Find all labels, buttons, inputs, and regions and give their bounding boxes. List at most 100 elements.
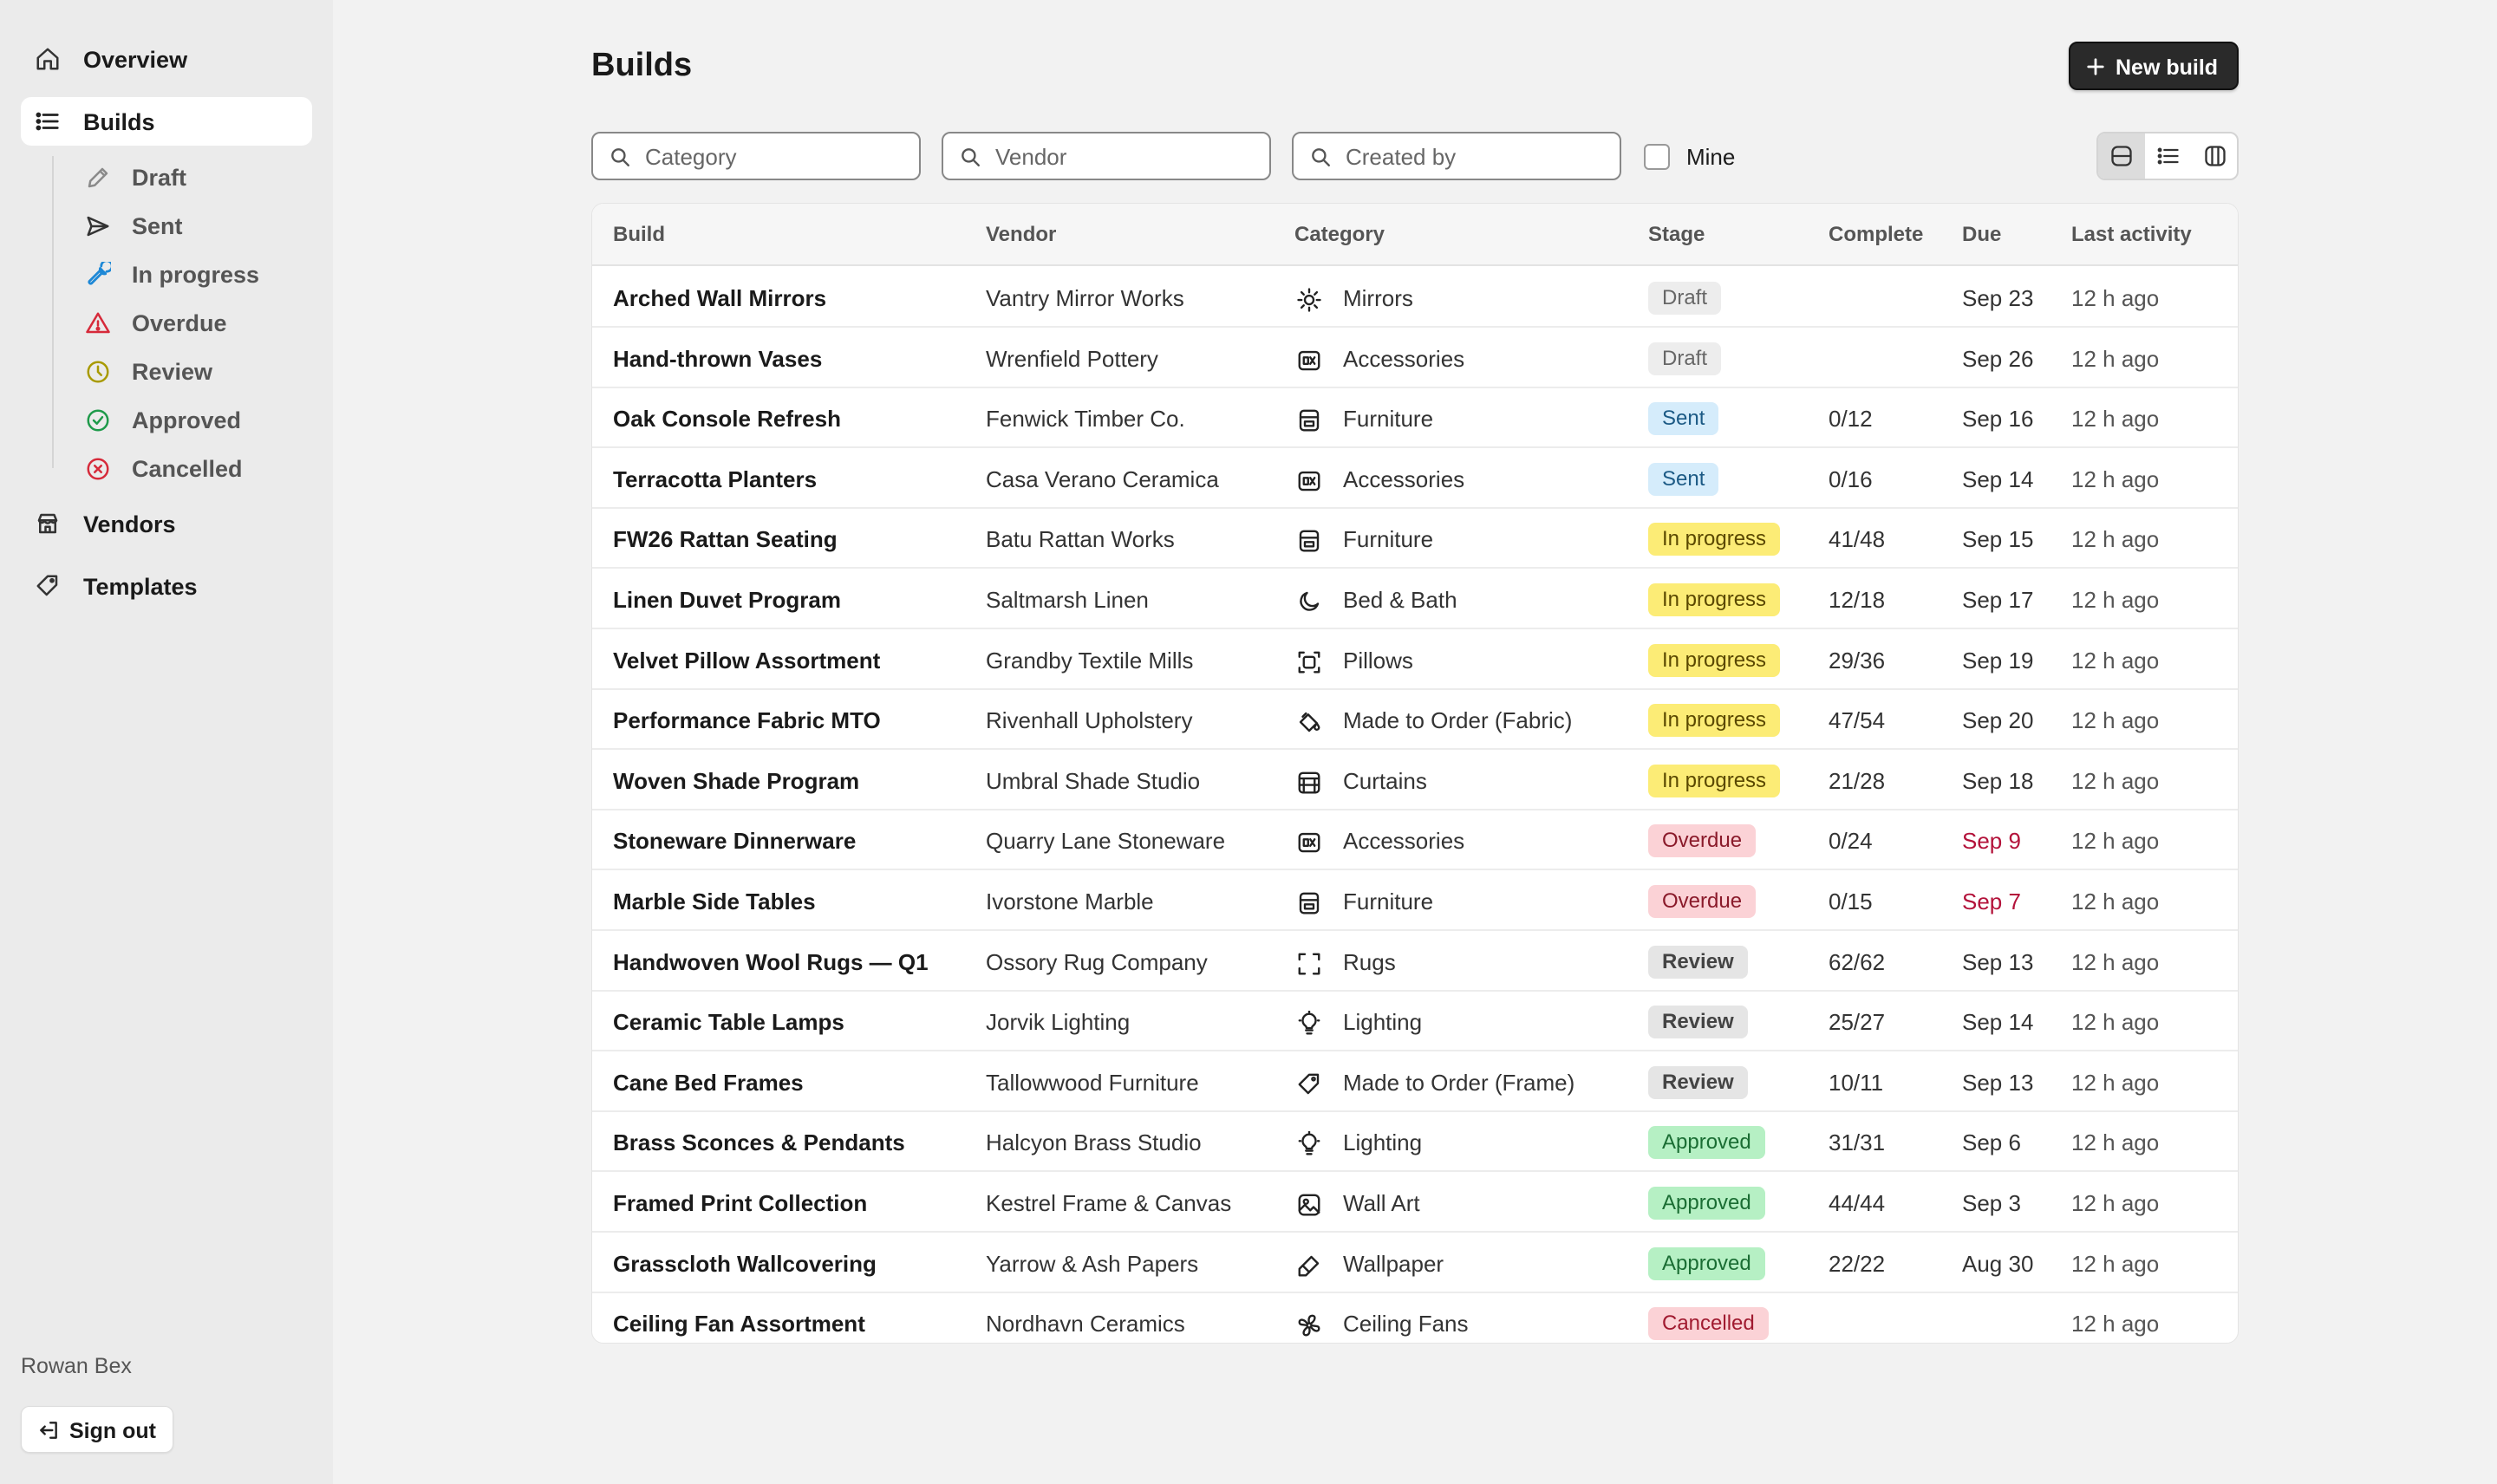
columns-view-button[interactable] — [2192, 133, 2237, 179]
sidebar-item-vendors[interactable]: Vendors — [21, 499, 312, 548]
build-name-link[interactable]: Cane Bed Frames — [613, 1069, 804, 1096]
table-row[interactable]: FW26 Rattan Seating Batu Rattan Works Furn… — [592, 509, 2238, 570]
build-name-link[interactable]: Grasscloth Wallcovering — [613, 1250, 877, 1277]
build-name-link[interactable]: Framed Print Collection — [613, 1190, 868, 1216]
column-header-due[interactable]: Due — [1962, 223, 2002, 246]
vendor-name: Fenwick Timber Co. — [986, 406, 1185, 433]
build-name-link[interactable]: Marble Side Tables — [613, 888, 816, 914]
build-name-link[interactable]: Oak Console Refresh — [613, 406, 841, 433]
column-header-stage[interactable]: Stage — [1648, 223, 1705, 246]
table-row[interactable]: Arched Wall Mirrors Vantry Mirror Works Mi… — [592, 268, 2238, 328]
column-header-last-activity[interactable]: Last activity — [2071, 223, 2192, 246]
build-name-link[interactable]: Performance Fabric MTO — [613, 707, 881, 734]
stage-badge: Approved — [1648, 1126, 1765, 1160]
sidebar-item-sent[interactable]: Sent — [83, 205, 312, 246]
last-activity: 12 h ago — [2071, 1069, 2160, 1096]
table-row[interactable]: Brass Sconces & Pendants Halcyon Brass St… — [592, 1112, 2238, 1173]
build-name-link[interactable]: Stoneware Dinnerware — [613, 828, 857, 855]
vendor-filter[interactable] — [942, 132, 1271, 180]
table-row[interactable]: Ceramic Table Lamps Jorvik Lighting Lighti… — [592, 992, 2238, 1052]
build-name-link[interactable]: Hand-thrown Vases — [613, 345, 823, 372]
table-row[interactable]: Stoneware Dinnerware Quarry Lane Stonewar… — [592, 810, 2238, 871]
table-row[interactable]: Ceiling Fan Assortment Nordhavn Ceramics C… — [592, 1293, 2238, 1343]
build-name-link[interactable]: Terracotta Planters — [613, 465, 818, 492]
category-filter[interactable] — [591, 132, 921, 180]
builds-table: Build Vendor Category Stage Complete Due… — [591, 203, 2239, 1344]
vendor-name: Nordhavn Ceramics — [986, 1311, 1185, 1338]
sidebar-item-builds[interactable]: Builds — [21, 97, 312, 146]
sidebar-item-label: Draft — [132, 165, 187, 191]
table-row[interactable]: Terracotta Planters Casa Verano Ceramica A… — [592, 449, 2238, 509]
new-build-label: New build — [2116, 55, 2219, 80]
build-name-link[interactable]: Ceiling Fan Assortment — [613, 1311, 865, 1338]
sidebar-item-in-progress[interactable]: In progress — [83, 253, 312, 295]
category-name: Lighting — [1343, 1129, 1423, 1156]
due-date: Sep 15 — [1962, 526, 2034, 553]
due-date: Sep 13 — [1962, 948, 2034, 975]
category-name: Furniture — [1343, 888, 1434, 914]
table-row[interactable]: Velvet Pillow Assortment Grandby Textile … — [592, 630, 2238, 690]
build-name-link[interactable]: Ceramic Table Lamps — [613, 1009, 844, 1036]
build-name-link[interactable]: Handwoven Wool Rugs — Q1 — [613, 948, 929, 975]
view-toggle — [2096, 132, 2239, 180]
sidebar-item-cancelled[interactable]: Cancelled — [83, 447, 312, 489]
sign-out-icon — [40, 1422, 57, 1439]
table-row[interactable]: Oak Console Refresh Fenwick Timber Co. Fur… — [592, 388, 2238, 449]
complete-count: 0/15 — [1829, 888, 1873, 914]
check-circle-icon — [87, 409, 109, 432]
last-activity: 12 h ago — [2071, 647, 2160, 674]
sidebar-item-draft[interactable]: Draft — [83, 156, 312, 198]
rows-view-button[interactable] — [2098, 133, 2145, 179]
table-row[interactable]: Marble Side Tables Ivorstone Marble Furnit… — [592, 871, 2238, 931]
last-activity: 12 h ago — [2071, 828, 2160, 855]
list-view-button[interactable] — [2145, 133, 2192, 179]
tag-icon — [1298, 1073, 1320, 1094]
sidebar-item-templates[interactable]: Templates — [21, 562, 312, 610]
table-row[interactable]: Framed Print Collection Kestrel Frame & C… — [592, 1173, 2238, 1233]
column-header-build[interactable]: Build — [613, 223, 665, 246]
due-date: Sep 17 — [1962, 587, 2034, 613]
last-activity: 12 h ago — [2071, 465, 2160, 492]
bulb-icon — [1298, 1011, 1320, 1035]
created-by-search-input[interactable] — [1346, 142, 1606, 172]
category-name: Mirrors — [1343, 285, 1413, 311]
send-icon — [87, 216, 109, 237]
build-name-link[interactable]: Linen Duvet Program — [613, 587, 841, 613]
table-row[interactable]: Handwoven Wool Rugs — Q1 Ossory Rug Compa… — [592, 932, 2238, 992]
mine-checkbox[interactable] — [1644, 144, 1670, 170]
build-name-link[interactable]: Woven Shade Program — [613, 767, 860, 794]
vendor-name: Wrenfield Pottery — [986, 345, 1158, 372]
build-name-link[interactable]: Brass Sconces & Pendants — [613, 1129, 905, 1156]
category-search-input[interactable] — [645, 142, 905, 172]
column-header-complete[interactable]: Complete — [1829, 223, 1924, 246]
vendor-search-input[interactable] — [995, 142, 1255, 172]
column-header-category[interactable]: Category — [1294, 223, 1385, 246]
created-by-filter[interactable] — [1292, 132, 1621, 180]
fan-icon — [1298, 1314, 1320, 1337]
build-name-link[interactable]: FW26 Rattan Seating — [613, 526, 838, 553]
stage-badge: Review — [1648, 1065, 1748, 1099]
build-name-link[interactable]: Velvet Pillow Assortment — [613, 647, 881, 674]
vendor-name: Yarrow & Ash Papers — [986, 1250, 1199, 1277]
vendor-name: Halcyon Brass Studio — [986, 1129, 1202, 1156]
table-row[interactable]: Hand-thrown Vases Wrenfield Pottery Access… — [592, 329, 2238, 388]
sign-out-label: Sign out — [69, 1419, 156, 1443]
table-row[interactable]: Woven Shade Program Umbral Shade Studio Cu… — [592, 751, 2238, 810]
sidebar-item-approved[interactable]: Approved — [83, 399, 312, 440]
last-activity: 12 h ago — [2071, 587, 2160, 613]
sun-icon — [1297, 288, 1321, 312]
sidebar-item-overview[interactable]: Overview — [21, 35, 312, 83]
column-header-vendor[interactable]: Vendor — [986, 223, 1057, 246]
due-date: Sep 14 — [1962, 465, 2034, 492]
sign-out-button[interactable]: Sign out — [21, 1406, 173, 1453]
stage-badge: Cancelled — [1648, 1307, 1769, 1341]
table-row[interactable]: Performance Fabric MTO Rivenhall Upholste… — [592, 690, 2238, 751]
user-name: Rowan Bex — [21, 1354, 132, 1378]
table-row[interactable]: Cane Bed Frames Tallowwood Furniture Made … — [592, 1052, 2238, 1112]
sidebar-item-review[interactable]: Review — [83, 350, 312, 392]
table-row[interactable]: Linen Duvet Program Saltmarsh Linen Bed & … — [592, 570, 2238, 629]
new-build-button[interactable]: New build — [2069, 42, 2239, 90]
table-row[interactable]: Grasscloth Wallcovering Yarrow & Ash Pape… — [592, 1233, 2238, 1293]
build-name-link[interactable]: Arched Wall Mirrors — [613, 285, 827, 311]
sidebar-item-overdue[interactable]: Overdue — [83, 302, 312, 343]
